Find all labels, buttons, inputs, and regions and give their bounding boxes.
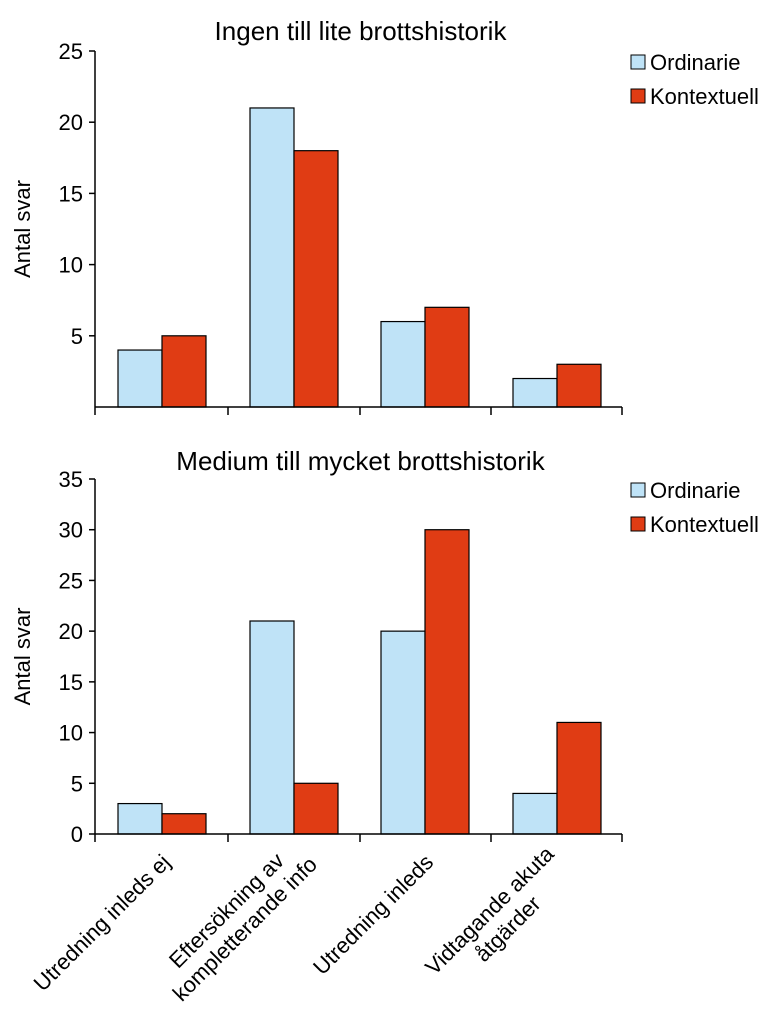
x-category-label-line: Utredning inleds: [308, 850, 438, 980]
y-tick-label: 10: [59, 253, 83, 278]
legend-label-2: Kontextuell: [650, 512, 759, 537]
y-tick-label: 15: [59, 181, 83, 206]
y-tick-label: 5: [71, 771, 83, 796]
bar-kontextuell-3: [424, 529, 470, 835]
bar-ordinarie-1: [117, 802, 163, 835]
bar-kontextuell-2: [293, 150, 339, 408]
chart-1: Ingen till lite brottshistorik Antal svar…: [10, 16, 759, 415]
legend-swatch-1: [630, 54, 646, 70]
legend-label-1: Ordinarie: [650, 478, 740, 503]
chart-title: Ingen till lite brottshistorik: [215, 16, 508, 46]
bar-ordinarie-4: [512, 377, 558, 408]
y-tick-label: 15: [59, 670, 83, 695]
y-tick-label: 25: [59, 568, 83, 593]
bar-kontextuell-1: [161, 335, 207, 408]
chart-2: Medium till mycket brottshistorik Antal s…: [10, 446, 759, 1006]
bar-kontextuell-3: [424, 306, 470, 408]
bar-ordinarie-3: [380, 630, 426, 835]
bar-kontextuell-4: [556, 363, 602, 408]
y-tick-label: 25: [59, 39, 83, 64]
x-category-label-4: Vidtagande akutaåtgärder: [420, 841, 577, 998]
legend-label-2: Kontextuell: [650, 84, 759, 109]
bar-kontextuell-2: [293, 782, 339, 835]
bar-ordinarie-3: [380, 320, 426, 408]
y-tick-label: 10: [59, 721, 83, 746]
y-tick-label: 20: [59, 619, 83, 644]
x-category-label-line: Utredning inleds ej: [29, 850, 176, 997]
bar-kontextuell-4: [556, 721, 602, 835]
y-axis-label: Antal svar: [10, 180, 35, 278]
bar-ordinarie-4: [512, 792, 558, 835]
y-tick-label: 30: [59, 518, 83, 543]
x-category-label-2: Eftersökning avkompletterande info: [149, 833, 322, 1006]
bar-ordinarie-1: [117, 349, 163, 408]
y-tick-label: 20: [59, 110, 83, 135]
legend-swatch-2: [630, 516, 646, 532]
y-tick-label: 35: [59, 467, 83, 492]
y-tick-label: 0: [71, 822, 83, 847]
bar-ordinarie-2: [249, 620, 295, 835]
legend-swatch-1: [630, 482, 646, 498]
bar-ordinarie-2: [249, 107, 295, 408]
y-tick-label: 5: [71, 324, 83, 349]
legend-swatch-2: [630, 88, 646, 104]
y-axis-label: Antal svar: [10, 608, 35, 706]
chart-title: Medium till mycket brottshistorik: [176, 446, 545, 476]
x-category-label-3: Utredning inleds: [308, 850, 438, 980]
bar-kontextuell-1: [161, 813, 207, 835]
legend-label-1: Ordinarie: [650, 50, 740, 75]
x-category-label-1: Utredning inleds ej: [29, 850, 176, 997]
